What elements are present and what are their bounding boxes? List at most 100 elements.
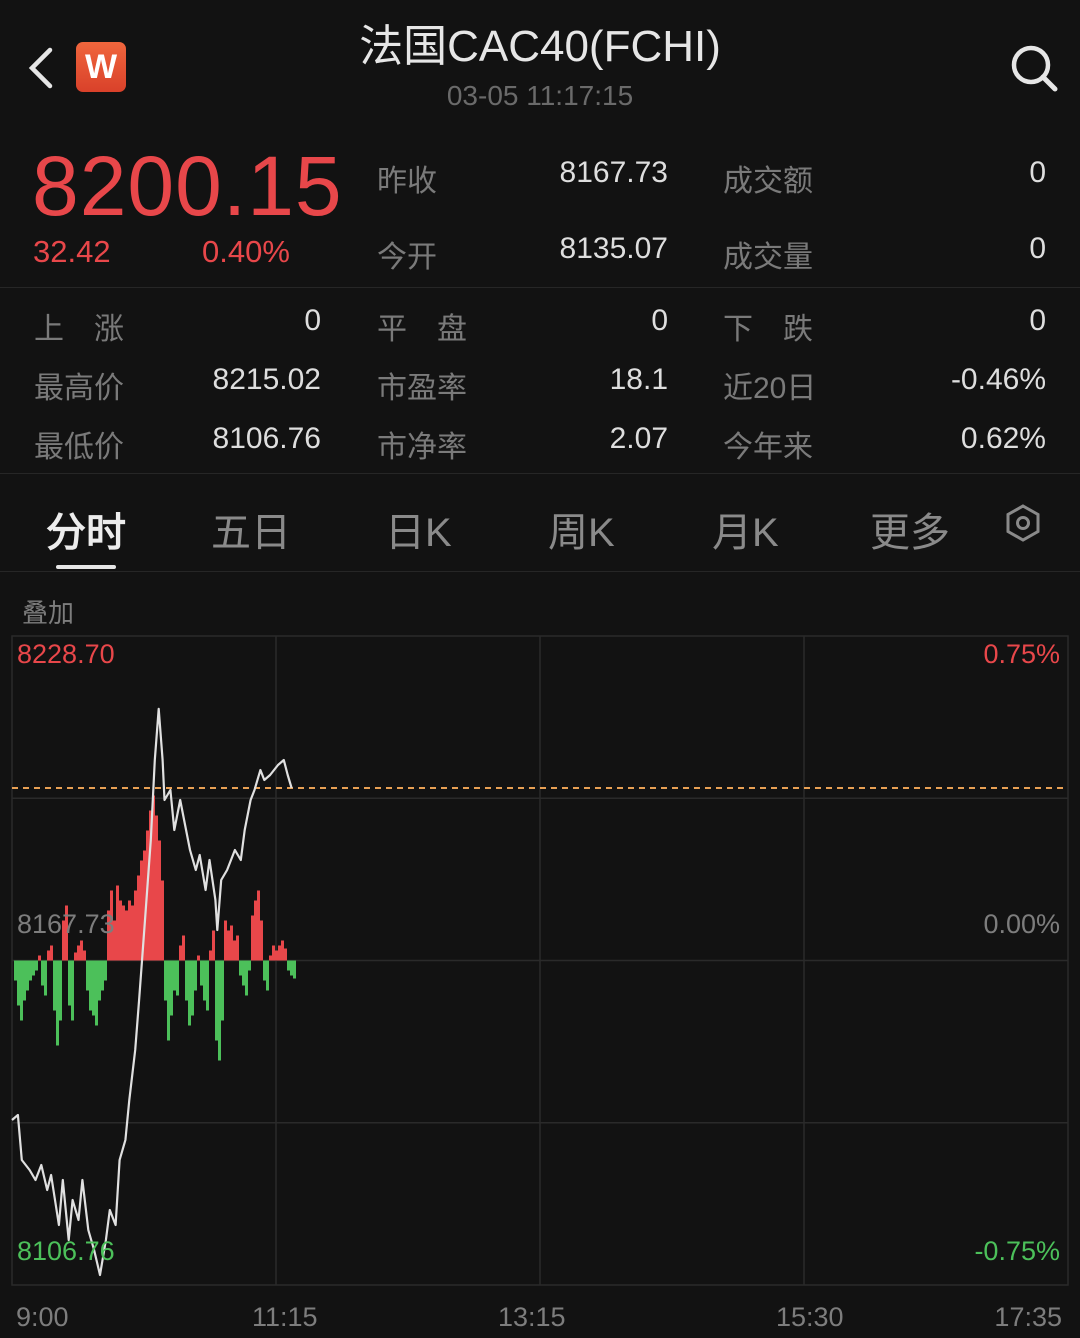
volume-label: 成交量 [723, 241, 813, 274]
volume-bar-up [278, 945, 281, 961]
volume-bar-up [236, 935, 239, 961]
price-change: 32.42 [33, 234, 111, 269]
volume-bar-up [233, 940, 236, 961]
volume-bar-up [212, 930, 215, 961]
tab-five-day[interactable]: 五日 [211, 511, 291, 555]
volume-bar-down [167, 960, 170, 1041]
volume-bar-down [44, 960, 47, 996]
volume-bar-down [287, 960, 290, 971]
page-title: 法国CAC40(FCHI) [359, 22, 721, 71]
volume-bar-down [23, 960, 26, 1001]
stat-value: 0 [1029, 304, 1046, 337]
volume-bar-down [170, 960, 173, 1016]
volume-bar-down [101, 960, 104, 991]
search-button[interactable] [1008, 42, 1060, 94]
x-tick: 9:00 [16, 1302, 69, 1332]
volume-bar-up [74, 952, 77, 961]
tab-more[interactable]: 更多 [870, 511, 950, 555]
prev-close-label: 昨收 [377, 165, 437, 198]
volume-bar-down [263, 960, 266, 981]
volume-bar-up [227, 930, 230, 961]
volume-bar-down [203, 960, 206, 1001]
x-tick: 11:15 [252, 1302, 318, 1332]
volume-bar-up [50, 945, 53, 961]
volume-bar-up [113, 920, 116, 961]
chart-settings-button[interactable] [1003, 503, 1043, 543]
y-label-pct-high: 0.75% [983, 639, 1060, 669]
volume-bar-down [17, 960, 20, 1006]
tab-daily-k[interactable]: 日K [385, 511, 452, 555]
volume-bar-down [20, 960, 23, 1021]
volume-bar-up [275, 950, 278, 961]
stat-label: 最高价 [34, 372, 124, 405]
volume-bar-down [221, 960, 224, 1021]
volume-bar-down [92, 960, 95, 1016]
volume-bar-up [272, 945, 275, 961]
x-tick: 13:15 [498, 1302, 566, 1332]
turnover-label: 成交额 [723, 165, 813, 198]
volume-bar-down [53, 960, 56, 1011]
x-tick: 15:30 [776, 1302, 844, 1332]
volume-bar-down [59, 960, 62, 1021]
volume-bar-down [71, 960, 74, 1021]
volume-bar-down [176, 960, 179, 996]
volume-bar-down [41, 960, 44, 986]
volume-bar-up [158, 840, 161, 961]
y-label-low: 8106.76 [17, 1236, 115, 1266]
volume-bar-up [122, 905, 125, 961]
y-label-prev-close: 8167.73 [17, 909, 115, 939]
tab-monthly-k[interactable]: 月K [712, 511, 779, 555]
tab-intraday[interactable]: 分时 [46, 511, 126, 555]
app-logo[interactable]: W [76, 42, 126, 92]
stat-value: 0.62% [960, 422, 1046, 455]
volume-bar-up [230, 925, 233, 961]
volume-bar-up [269, 955, 272, 961]
open-value: 8135.07 [559, 232, 668, 265]
volume-bar-up [38, 955, 41, 961]
volume-bar-down [14, 960, 17, 981]
volume-bar-down [194, 960, 197, 991]
volume-bar-up [281, 940, 284, 961]
turnover-value: 0 [1029, 156, 1046, 189]
timestamp: 03-05 11:17:15 [446, 80, 634, 111]
search-icon [1011, 45, 1058, 92]
volume-bar-up [179, 945, 182, 961]
volume-bar-down [68, 960, 71, 1006]
volume-bar-up [152, 795, 155, 961]
volume-bar-down [239, 960, 242, 976]
volume-bar-up [62, 920, 65, 961]
volume-bar-up [257, 890, 260, 961]
volume-bar-up [284, 948, 287, 961]
volume-bar-up [110, 890, 113, 961]
volume-bar-up [47, 950, 50, 961]
volume-bar-down [206, 960, 209, 1011]
stat-label: 上 涨 [34, 313, 124, 346]
volume-bar-up [251, 915, 254, 961]
volume-bar-up [128, 900, 131, 961]
tab-weekly-k[interactable]: 周K [548, 511, 615, 555]
volume-bar-down [86, 960, 89, 991]
active-tab-indicator [56, 565, 116, 569]
price-line [11, 707, 293, 1277]
volume-bar-down [26, 960, 29, 991]
volume-bar-up [209, 950, 212, 961]
overlay-button[interactable]: 叠加 [22, 598, 75, 628]
open-label: 今开 [377, 241, 437, 274]
stat-label: 今年来 [723, 431, 813, 464]
volume-bar-up [143, 850, 146, 961]
divider [0, 287, 1080, 288]
volume-bar-down [89, 960, 92, 1011]
volume-value: 0 [1029, 232, 1046, 265]
volume-bar-up [197, 955, 200, 961]
current-price: 8200.15 [32, 139, 343, 233]
volume-bar-down [242, 960, 245, 986]
volume-bar-up [119, 900, 122, 961]
back-button[interactable] [24, 46, 58, 90]
settings-icon [1006, 504, 1040, 542]
volume-bar-down [266, 960, 269, 991]
stat-value: 0 [651, 304, 668, 337]
volume-bar-up [155, 815, 158, 961]
volume-bar-up [140, 860, 143, 961]
back-chevron-icon [28, 47, 53, 89]
